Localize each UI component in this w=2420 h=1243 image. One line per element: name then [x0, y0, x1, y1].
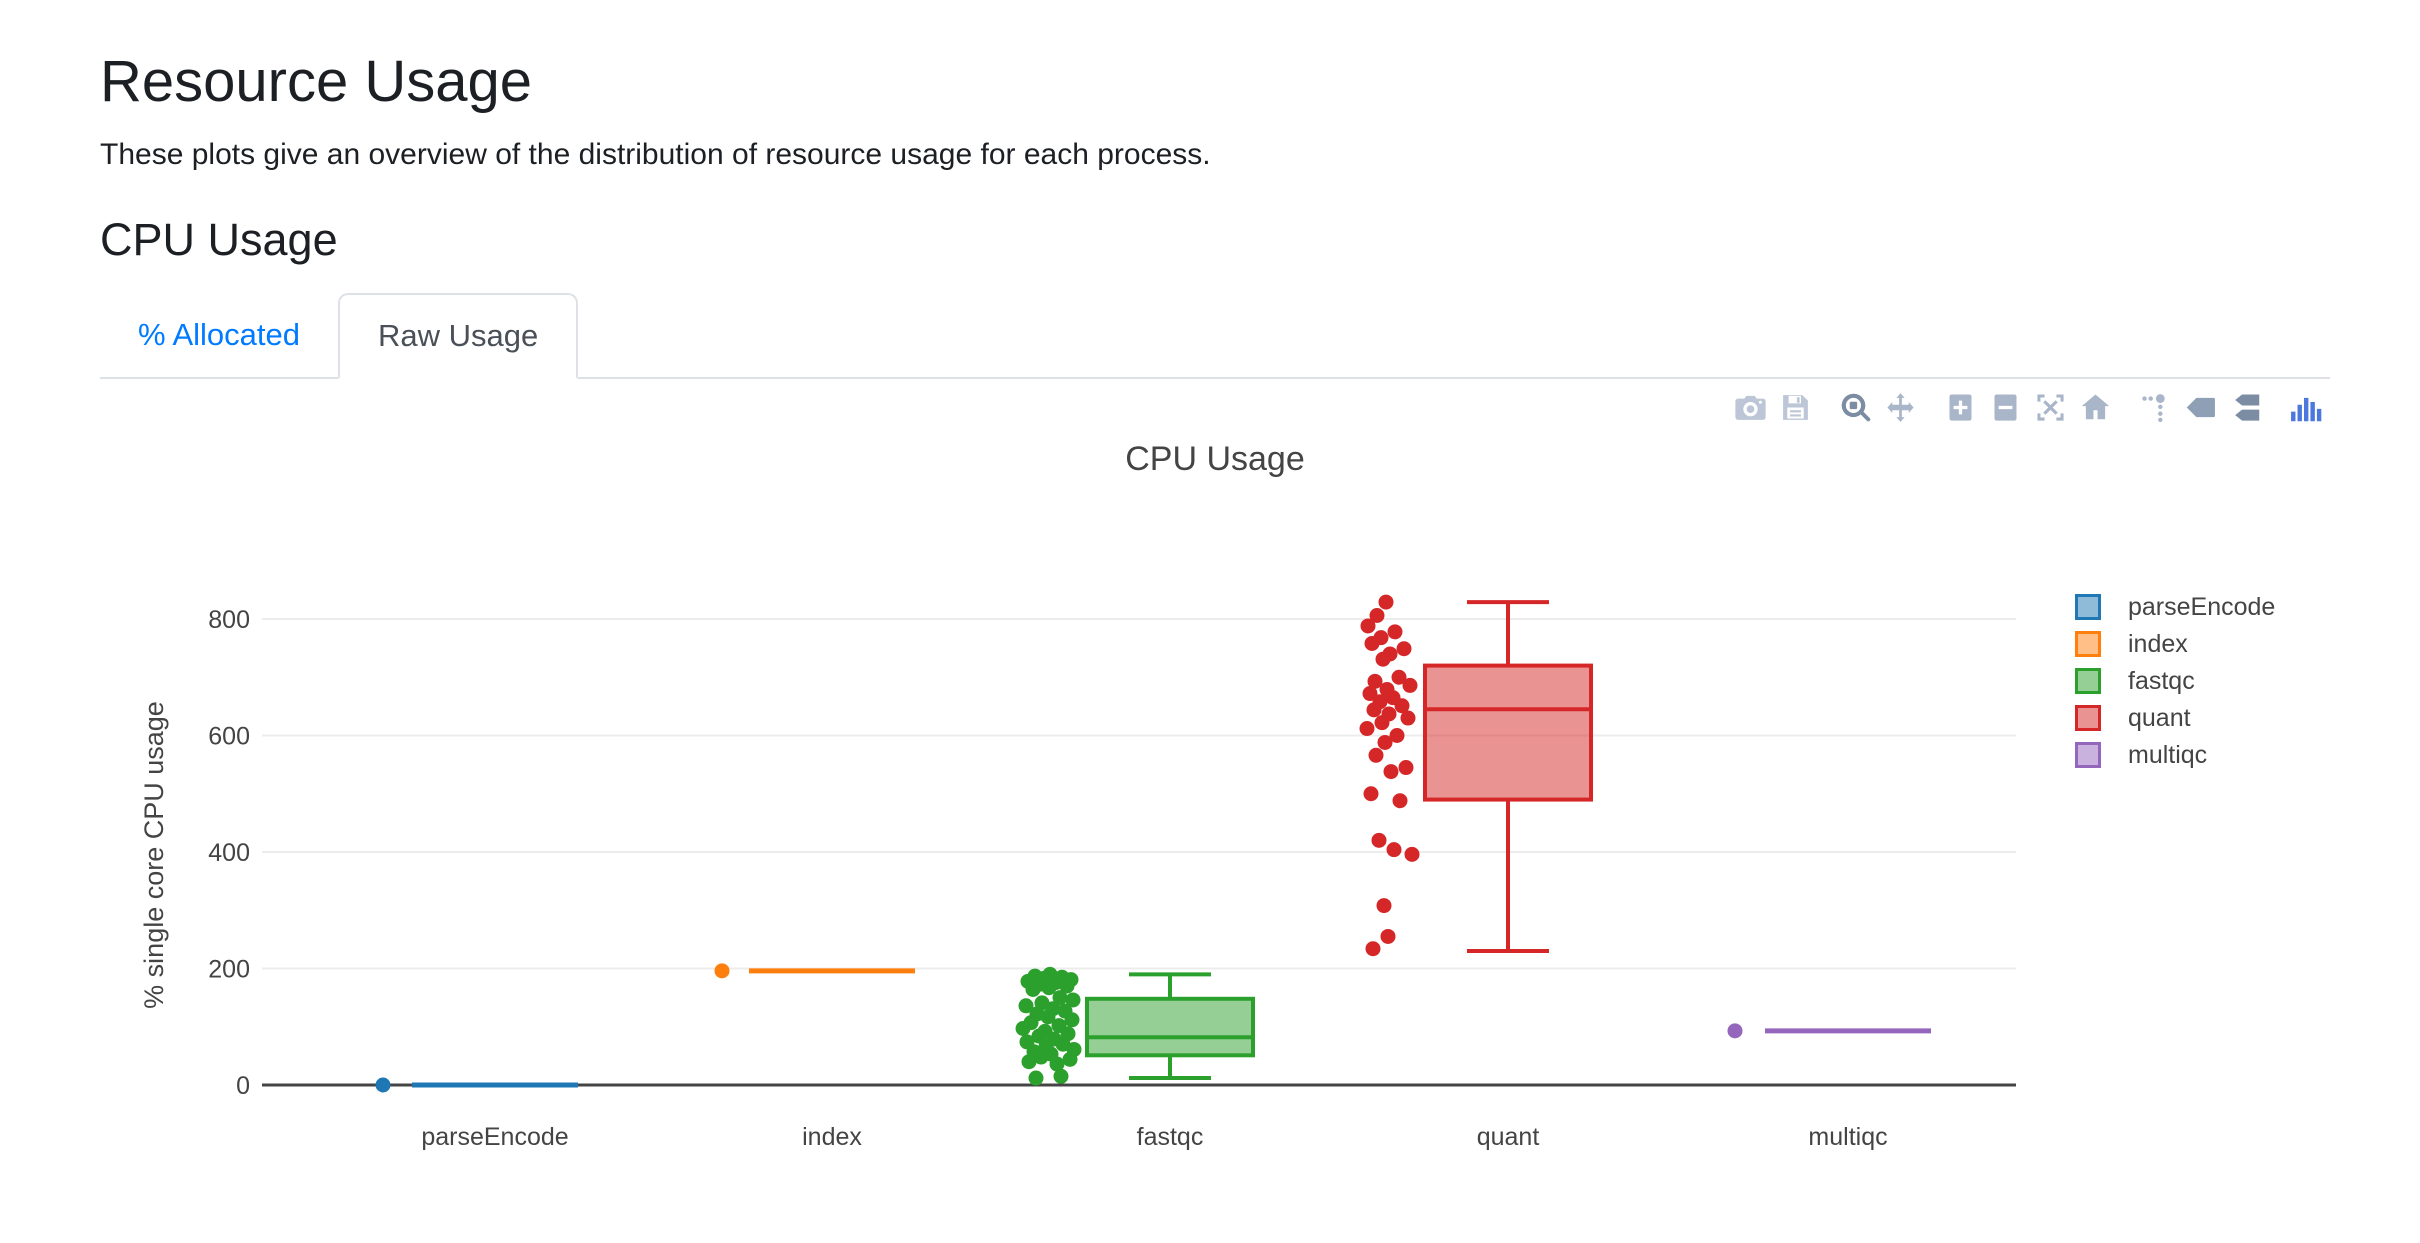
tab-raw-usage[interactable]: Raw Usage [338, 293, 579, 379]
page-subtitle: These plots give an overview of the dist… [100, 138, 1211, 171]
legend-label: multiqc [2128, 740, 2208, 769]
hover-compare-icon[interactable] [2226, 388, 2264, 426]
x-tick-label-multiqc: multiqc [1808, 1123, 1887, 1151]
hover-closest-icon[interactable] [2181, 388, 2219, 426]
plotly-modebar [1724, 388, 2324, 426]
x-tick-label-parseEncode: parseEncode [421, 1123, 568, 1151]
chart-title: CPU Usage [1125, 440, 1305, 478]
zoom-icon[interactable] [1836, 388, 1874, 426]
tab-percent-allocated[interactable]: % Allocated [138, 317, 300, 352]
legend-swatch-icon [2075, 705, 2101, 731]
pan-icon[interactable] [1881, 388, 1919, 426]
save-icon[interactable] [1776, 388, 1814, 426]
points-index[interactable] [714, 963, 730, 979]
box-quant[interactable] [1423, 600, 1593, 954]
y-tick-label-400: 400 [208, 839, 250, 867]
y-tick-label-600: 600 [208, 723, 250, 751]
cpu-usage-chart: 0 200 400 600 800 % single core CPU usage pars… [0, 377, 2420, 1238]
tab-bar: % Allocated Raw Usage [100, 293, 2330, 379]
x-tick-label-fastqc: fastqc [1137, 1123, 1204, 1151]
points-multiqc[interactable] [1727, 1023, 1743, 1039]
legend-label: parseEncode [2128, 592, 2276, 621]
points-quant[interactable] [1359, 594, 1420, 957]
legend-swatch-icon [2075, 631, 2101, 657]
x-tick-label-quant: quant [1477, 1123, 1540, 1151]
points-fastqc[interactable] [1015, 966, 1082, 1086]
y-tick-label-800: 800 [208, 606, 250, 634]
legend-swatch-icon [2075, 742, 2101, 768]
legend-label: index [2128, 629, 2188, 658]
cpu-usage-plot: 0 200 400 600 800 % single core CPU usage pars… [139, 594, 2016, 1151]
legend-item-parseEncode[interactable]: parseEncode [2075, 592, 2276, 621]
y-tick-label-0: 0 [236, 1072, 250, 1100]
legend-swatch-icon [2075, 594, 2101, 620]
legend-item-multiqc[interactable]: multiqc [2075, 740, 2275, 769]
points-parseEncode[interactable] [375, 1077, 391, 1093]
y-tick-label-200: 200 [208, 956, 250, 984]
page-title: Resource Usage [100, 49, 532, 114]
spikelines-icon[interactable] [2136, 388, 2174, 426]
box-fastqc[interactable] [1085, 972, 1255, 1081]
legend: parseEncode index fastqc quant multiqc [2075, 592, 2276, 769]
legend-item-fastqc[interactable]: fastqc [2075, 666, 2275, 695]
legend-item-index[interactable]: index [2075, 629, 2275, 658]
section-heading-cpu-usage: CPU Usage [100, 214, 338, 265]
legend-label: quant [2128, 703, 2191, 732]
plotly-logo-icon[interactable] [2286, 388, 2324, 426]
x-tick-label-index: index [802, 1123, 862, 1151]
camera-icon[interactable] [1731, 388, 1769, 426]
autoscale-icon[interactable] [2031, 388, 2069, 426]
zoom-in-icon[interactable] [1941, 388, 1979, 426]
y-axis-title: % single core CPU usage [139, 701, 169, 1009]
legend-label: fastqc [2128, 666, 2195, 695]
reset-axes-icon[interactable] [2076, 388, 2114, 426]
legend-swatch-icon [2075, 668, 2101, 694]
legend-item-quant[interactable]: quant [2075, 703, 2275, 732]
zoom-out-icon[interactable] [1986, 388, 2024, 426]
